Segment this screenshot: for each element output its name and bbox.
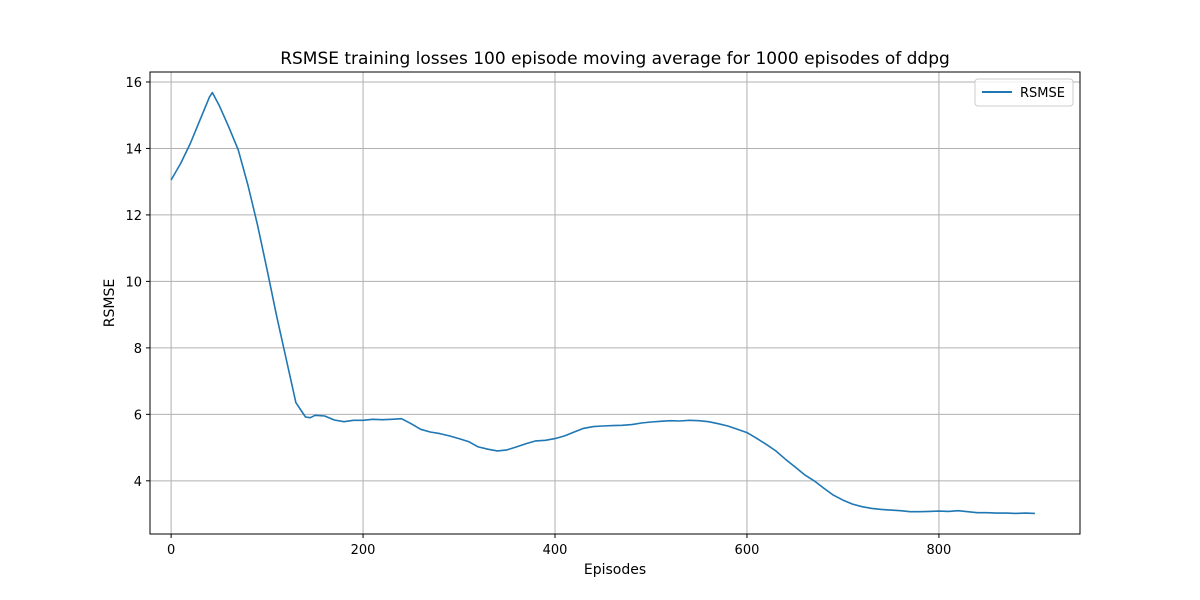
x-tick-label: 200 <box>351 543 376 558</box>
x-tick-label: 600 <box>735 543 760 558</box>
x-tick-label: 0 <box>167 543 175 558</box>
series-line-rsmse <box>170 91 1035 515</box>
legend: RSMSE <box>974 78 1074 107</box>
plot-frame <box>149 71 1081 535</box>
x-tick-label: 400 <box>543 543 568 558</box>
y-tick-label: 14 <box>125 142 142 157</box>
legend-label: RSMSE <box>1020 86 1065 101</box>
x-axis-label: Episodes <box>584 562 646 578</box>
y-tick-label: 16 <box>125 76 142 91</box>
y-tick-label: 10 <box>125 275 142 290</box>
axis-ticks: 0 200 400 600 800 4 6 8 10 12 14 16 <box>125 76 951 558</box>
chart-title: RSMSE training losses 100 episode moving… <box>280 49 950 69</box>
series-layer <box>170 91 1035 515</box>
x-tick-label: 800 <box>927 543 952 558</box>
y-tick-label: 6 <box>134 408 142 423</box>
y-axis-label: RSMSE <box>102 279 118 327</box>
y-tick-label: 4 <box>134 475 142 490</box>
grid-lines <box>150 72 1080 534</box>
legend-box <box>974 78 1074 107</box>
y-tick-label: 8 <box>134 342 142 357</box>
y-tick-label: 12 <box>125 209 142 224</box>
